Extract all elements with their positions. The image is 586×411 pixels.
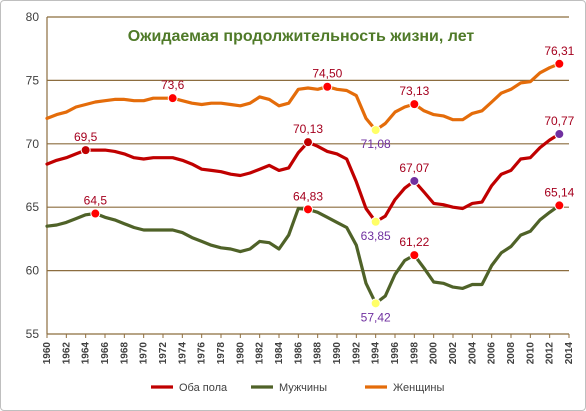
x-tick-label: 1972 — [158, 342, 169, 365]
data-point-marker — [409, 250, 420, 261]
y-tick-label: 65 — [26, 200, 40, 214]
data-label: 63,85 — [361, 229, 391, 243]
y-tick-label: 80 — [26, 10, 40, 24]
data-label: 64,5 — [84, 194, 108, 208]
data-point-marker — [80, 145, 91, 156]
x-tick-label: 1992 — [351, 342, 362, 365]
chart-title: Ожидаемая продолжительность жизни, лет — [128, 28, 475, 45]
data-point-marker — [554, 129, 565, 140]
x-tick-label: 1986 — [293, 342, 304, 365]
x-tick-label: 1978 — [216, 342, 227, 365]
data-label: 70,77 — [544, 114, 574, 128]
data-label: 67,07 — [399, 161, 429, 175]
x-tick-label: 1994 — [371, 342, 382, 365]
data-label: 69,5 — [74, 130, 98, 144]
data-point-marker — [370, 216, 381, 227]
data-label: 57,42 — [361, 310, 391, 324]
x-tick-label: 1960 — [42, 342, 53, 365]
gridlines — [46, 16, 569, 335]
legend-label: Мужчины — [279, 382, 327, 394]
x-tick-label: 2010 — [525, 342, 536, 365]
x-tick-label: 1998 — [409, 342, 420, 365]
series-line-1 — [45, 203, 561, 305]
x-tick-label: 1968 — [119, 342, 130, 365]
data-label: 71,08 — [361, 137, 391, 151]
data-point-marker — [554, 58, 565, 69]
y-tick-label: 60 — [26, 264, 40, 278]
x-tick-label: 2006 — [487, 342, 498, 365]
x-tick-label: 1982 — [255, 342, 266, 365]
y-tick-label: 70 — [26, 137, 40, 151]
x-tick-label: 2008 — [506, 342, 517, 365]
data-point-marker — [370, 298, 381, 309]
series-line-2 — [45, 62, 561, 132]
legend-label: Оба пола — [179, 382, 228, 394]
data-point-marker — [370, 125, 381, 136]
x-axis: 1960 1962 1964 1966 1968 1970 1972 1974 1976 1978… — [42, 334, 575, 364]
x-tick-label: 1996 — [390, 342, 401, 365]
data-label: 73,6 — [161, 78, 185, 92]
y-axis: 55 60 65 70 75 80 — [26, 10, 40, 341]
x-tick-label: 1970 — [139, 342, 150, 365]
data-labels: 69,5 70,13 63,85 67,07 70,77 64,5 64,83 57,42 61… — [74, 44, 575, 325]
x-tick-label: 1980 — [235, 342, 246, 365]
data-label: 76,31 — [544, 44, 574, 58]
x-tick-label: 2014 — [564, 342, 575, 365]
series-line-0 — [45, 132, 561, 224]
data-point-marker — [303, 204, 313, 215]
data-point-marker — [322, 81, 333, 92]
x-tick-label: 1966 — [100, 342, 111, 365]
y-tick-label: 75 — [26, 73, 40, 87]
x-tick-label: 1964 — [81, 342, 92, 365]
data-point-marker — [554, 200, 565, 211]
data-point-marker — [409, 175, 420, 186]
data-label: 65,14 — [544, 185, 574, 199]
data-point-marker — [90, 208, 101, 219]
x-tick-label: 1988 — [313, 342, 324, 365]
x-tick-label: 2000 — [429, 342, 440, 365]
series-lines — [45, 62, 561, 305]
data-point-marker — [303, 137, 313, 148]
y-tick-label: 55 — [26, 327, 40, 341]
legend: Оба пола Мужчины Женщины — [151, 382, 444, 394]
data-label: 64,83 — [293, 189, 323, 203]
x-tick-label: 1984 — [274, 342, 285, 365]
data-point-marker — [409, 99, 420, 110]
data-label: 61,22 — [399, 235, 429, 249]
data-label: 70,13 — [293, 122, 323, 136]
x-tick-label: 2012 — [545, 342, 556, 365]
x-tick-label: 1990 — [332, 342, 343, 365]
data-label: 74,50 — [312, 67, 342, 81]
x-tick-label: 1962 — [61, 342, 72, 365]
x-tick-label: 1974 — [177, 342, 188, 365]
data-label: 73,13 — [399, 84, 429, 98]
data-point-marker — [167, 93, 178, 104]
legend-label: Женщины — [393, 382, 444, 394]
x-tick-label: 1976 — [197, 342, 208, 365]
x-tick-label: 2002 — [448, 342, 459, 365]
x-tick-label: 2004 — [467, 342, 478, 365]
